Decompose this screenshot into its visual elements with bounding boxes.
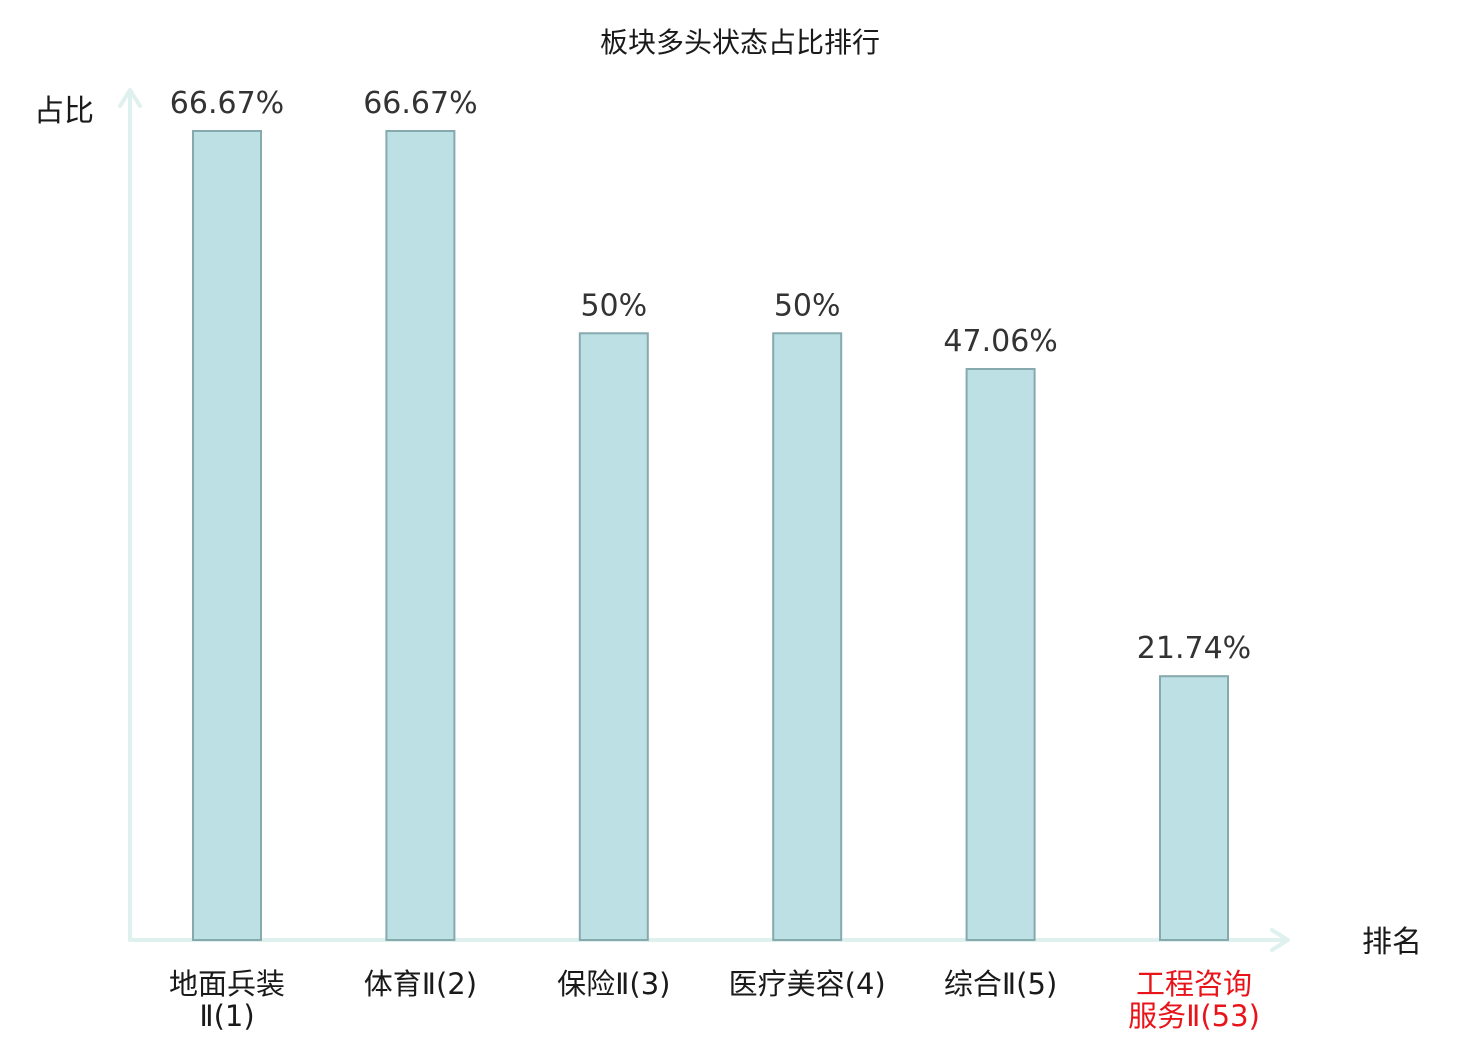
- value-label-3: 50%: [580, 288, 647, 323]
- category-label-3-line-1: 保险Ⅱ(3): [557, 967, 670, 1001]
- value-label-1: 66.67%: [170, 86, 284, 121]
- value-label-5: 47.06%: [943, 324, 1057, 359]
- category-label-1-line-1: 地面兵装: [169, 967, 285, 1001]
- category-label-2-line-1: 体育Ⅱ(2): [364, 967, 477, 1001]
- value-label-4: 50%: [774, 288, 841, 323]
- bar-5: [965, 368, 1036, 941]
- category-label-6-line-2: 服务Ⅱ(53): [1128, 999, 1260, 1033]
- category-label-1-line-2: Ⅱ(1): [199, 999, 254, 1033]
- value-label-2: 66.67%: [363, 86, 477, 121]
- x-axis-arrow: [1270, 928, 1290, 952]
- bar-6: [1159, 675, 1229, 941]
- bar-1: [192, 130, 262, 941]
- category-label-5: 综合Ⅱ(5): [944, 967, 1057, 1001]
- axes: 占比 排名: [34, 88, 1422, 960]
- bar-2: [385, 130, 456, 941]
- bar-4: [772, 332, 843, 941]
- chart-title: 板块多头状态占比排行: [600, 26, 880, 59]
- category-label-6: 工程咨询服务Ⅱ(53): [1128, 967, 1260, 1033]
- y-axis-title: 占比: [34, 94, 94, 129]
- value-labels-group: 66.67% 66.67% 50% 50% 47.06% 21.74%: [170, 86, 1251, 666]
- category-label-6-line-1: 工程咨询: [1136, 967, 1252, 1001]
- category-label-4-line-1: 医疗美容(4): [729, 967, 886, 1001]
- bar-3: [578, 332, 649, 941]
- category-label-5-line-1: 综合Ⅱ(5): [944, 967, 1057, 1001]
- value-label-6: 21.74%: [1137, 631, 1251, 666]
- category-label-2: 体育Ⅱ(2): [364, 967, 477, 1001]
- x-axis-title: 排名: [1362, 925, 1422, 960]
- category-labels-group: 地面兵装 Ⅱ(1) 体育Ⅱ(2) 保险Ⅱ(3) 医疗美容(4) 综合Ⅱ(5) 工程咨询服务Ⅱ…: [169, 967, 1260, 1033]
- bars-group: [192, 130, 1229, 941]
- category-label-3: 保险Ⅱ(3): [557, 967, 670, 1001]
- category-label-4: 医疗美容(4): [729, 967, 886, 1001]
- category-label-1: 地面兵装 Ⅱ(1): [169, 967, 285, 1033]
- y-axis-arrow: [118, 88, 142, 108]
